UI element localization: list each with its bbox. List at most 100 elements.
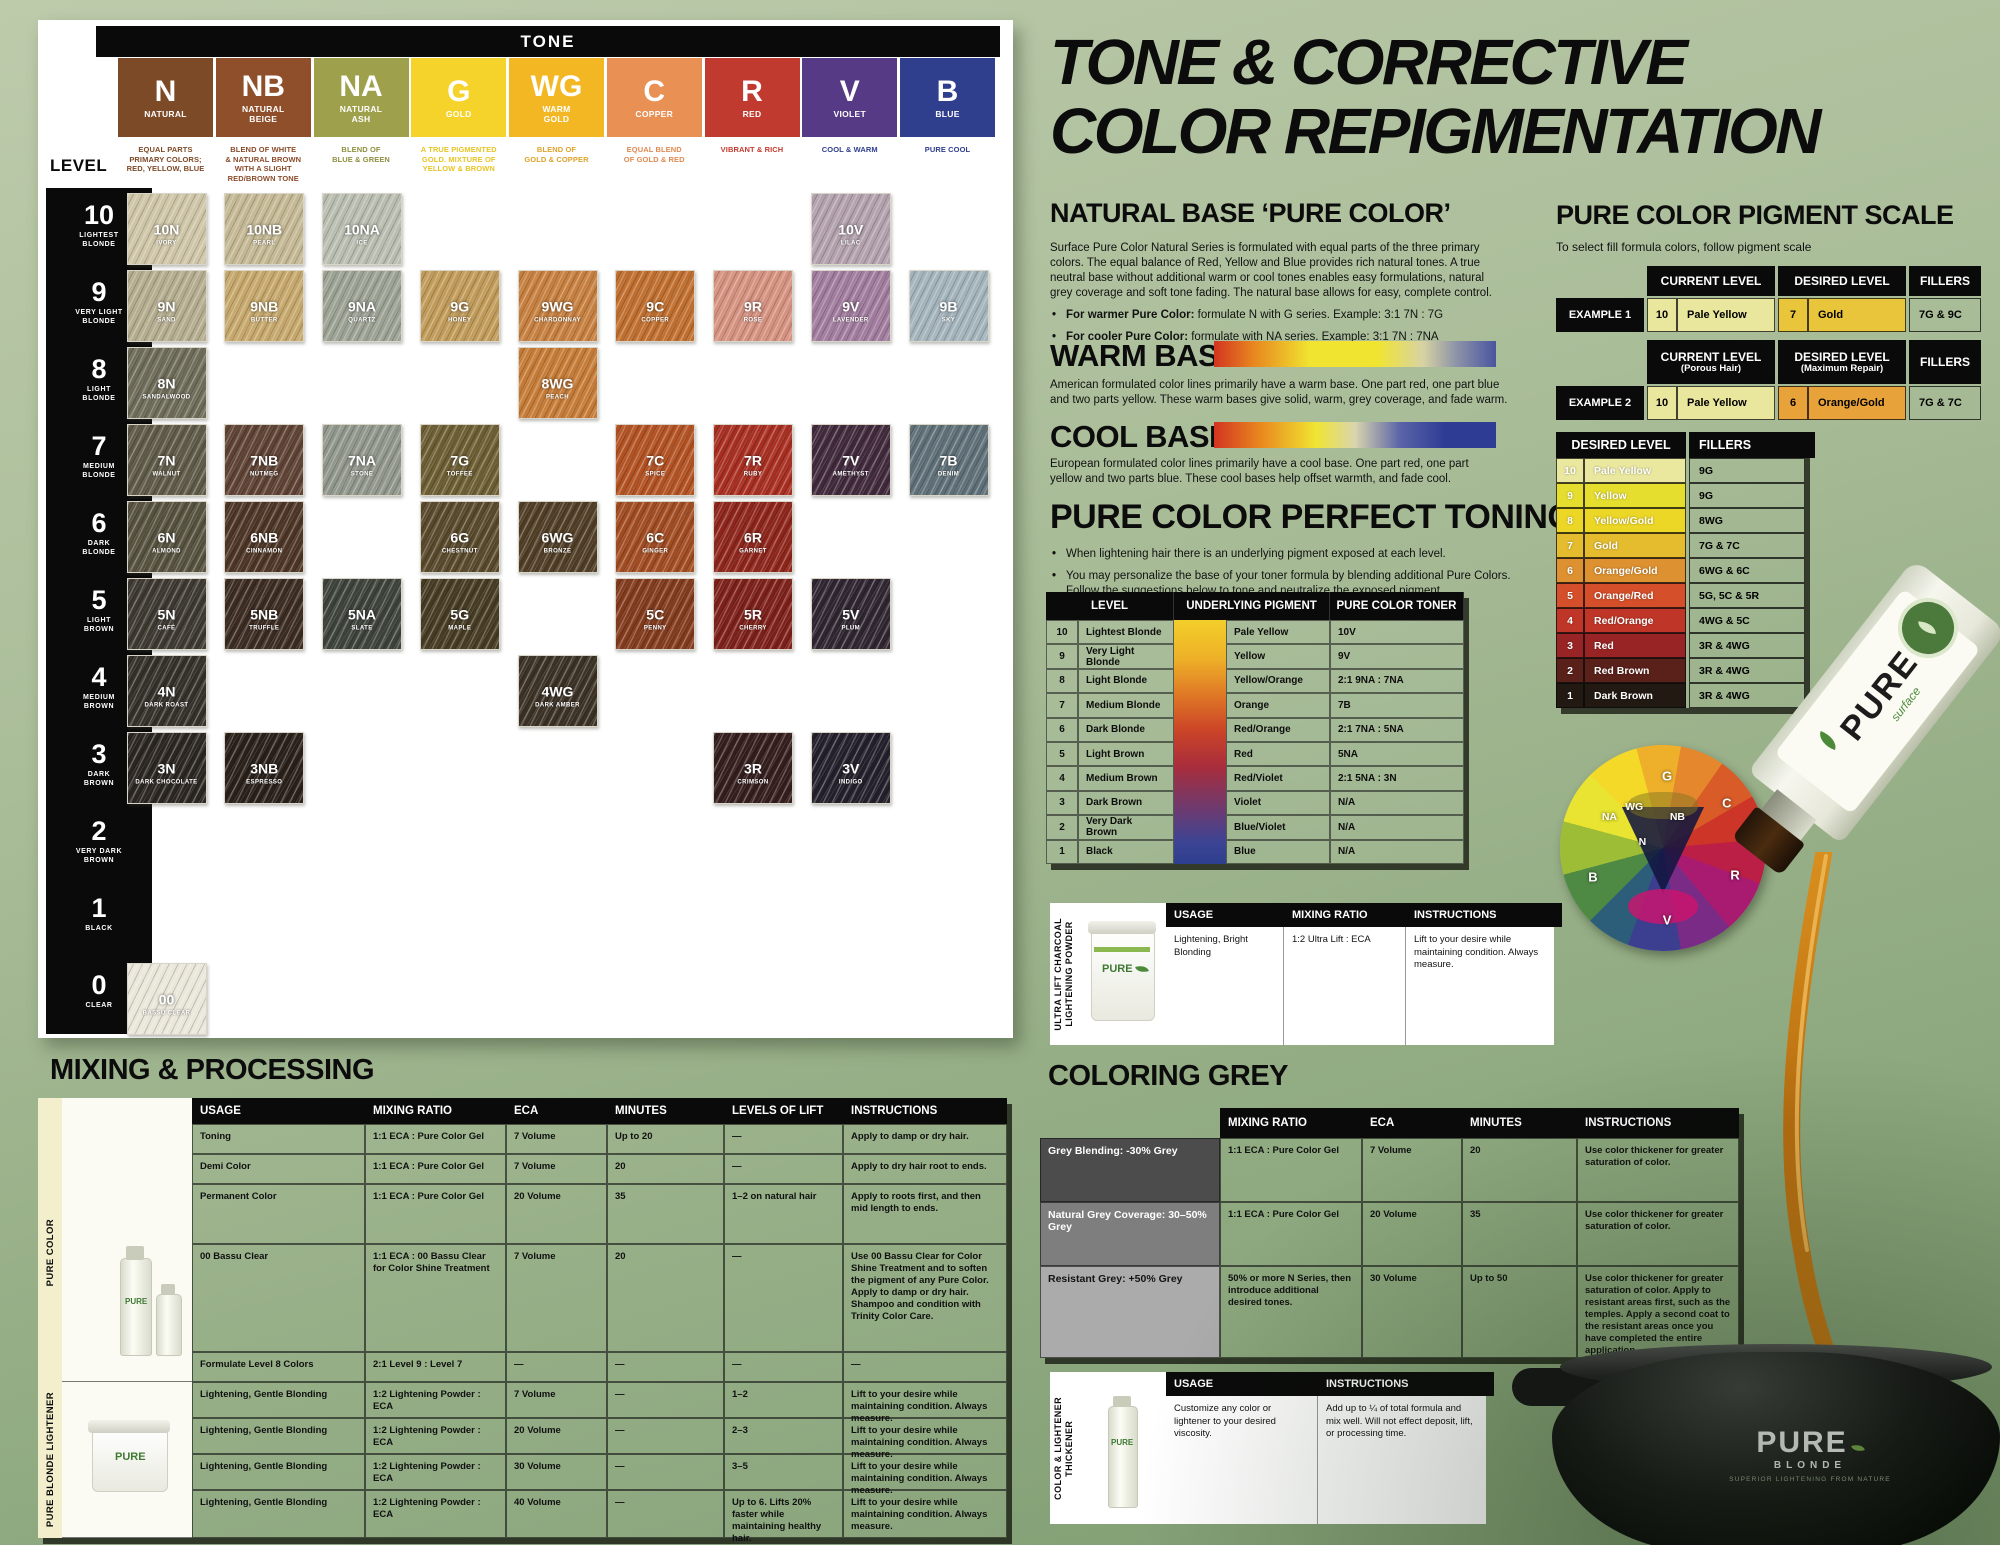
example-desired-header: DESIRED LEVEL (1778, 266, 1906, 296)
fillers-row-value: 6WG & 6C (1689, 558, 1805, 583)
hair-swatch-10NB: 10NB PEARL (224, 193, 305, 265)
toning-row-1: 1 Black Blue N/A (1046, 839, 1464, 864)
swatch-code: 7G (450, 452, 470, 469)
swatch-name: NUTMEG (250, 471, 279, 478)
bottle-brand-small: PURE (125, 1297, 148, 1306)
level-name: BLACK (85, 925, 113, 932)
bowl-logo: PURE BLONDE SUPERIOR LIGHTENING FROM NAT… (1700, 1428, 1920, 1484)
level-name: LIGHTEST BLONDE (79, 232, 119, 248)
swatch-name: CHESTNUT (441, 548, 478, 555)
natural-base-heading: NATURAL BASE ‘PURE COLOR’ (1050, 198, 1451, 228)
hair-texture (420, 579, 499, 649)
tone-desc-NB: BLEND OF WHITE & NATURAL BROWN WITH A SL… (225, 145, 302, 183)
mixing-cell: 35 (607, 1184, 724, 1244)
swatch-name: DENIM (937, 471, 960, 478)
toning-cell: 3 (1046, 790, 1078, 816)
mixing-cell: — (724, 1154, 843, 1184)
level-row-9: 9 VERY LIGHT BLONDE (46, 269, 152, 346)
mixing-group-strip: PURE COLOR PURE BLONDE LIGHTENER (38, 1098, 62, 1538)
example-current-header: CURRENT LEVEL (1647, 266, 1775, 296)
pure-color-bottle-tall: PURE (120, 1258, 152, 1356)
mixing-cell: 1:2 Lightening Powder : ECA (365, 1382, 506, 1418)
hair-swatch-9R: 9R ROSE (713, 270, 793, 342)
tone-name-NA: NATURAL ASH (339, 103, 383, 124)
swatch-code: 3V (842, 760, 860, 777)
hair-swatch-9C: 9C COPPER (615, 270, 696, 342)
toning-cell: N/A (1330, 790, 1464, 816)
mixing-processing-table: PURE COLOR PURE BLONDE LIGHTENER PURE PURE U… (38, 1098, 1007, 1544)
hair-texture (127, 579, 206, 649)
example-desired-num: 6 (1778, 386, 1808, 420)
level-name: MEDIUM BLONDE (82, 463, 116, 479)
swatch-code: 5NB (250, 606, 279, 623)
level-row-8: 8 LIGHT BLONDE (46, 346, 152, 423)
hair-swatch-7N: 7N WALNUT (126, 424, 207, 496)
mixing-cell: Lightening, Gentle Blonding (192, 1454, 365, 1490)
swatch-code: 5G (450, 606, 470, 623)
level-row-7: 7 MEDIUM BLONDE (46, 423, 152, 500)
hair-texture (811, 579, 890, 649)
level-number: 2 (91, 816, 107, 846)
hair-swatch-4WG: 4WG DARK AMBER (517, 655, 598, 727)
level-number: 5 (91, 585, 107, 615)
swatch-code: 9C (646, 298, 665, 315)
perfect-toning-bullets: When lightening hair there is an underly… (1050, 540, 1520, 599)
tone-column-R: R RED (704, 58, 800, 137)
pure-color-bottle-small (156, 1294, 182, 1356)
mixing-cell: — (843, 1352, 1007, 1382)
mixing-cell: Lightening, Gentle Blonding (192, 1490, 365, 1538)
wheel-label-NB: NB (1669, 811, 1685, 824)
mixing-group-label-1: PURE BLONDE LIGHTENER (38, 1382, 62, 1538)
hair-swatch-5G: 5G MAPLE (419, 578, 500, 650)
mixing-cell: Up to 20 (607, 1124, 724, 1154)
tone-name-V: VIOLET (833, 108, 866, 119)
toning-cell: Red/Violet (1226, 766, 1330, 791)
tone-header-label: TONE (520, 31, 576, 51)
fillers-row-value: 4WG & 5C (1689, 608, 1805, 633)
thickener-block: COLOR & LIGHTENER THICKENER PURE USAGE Cu… (1050, 1372, 1494, 1524)
bowl-brand-text: PURE (1700, 1428, 1920, 1458)
swatch-code: 9B (939, 298, 958, 315)
warm-base-heading: WARM BASE (1050, 338, 1239, 373)
hair-texture (323, 271, 401, 341)
grey-row-label: Grey Blending: -30% Grey (1040, 1138, 1220, 1202)
mixing-cell: — (607, 1490, 724, 1538)
mixing-cell: Apply to damp or dry hair. (843, 1124, 1007, 1154)
swatch-code: 4WG (541, 683, 574, 700)
toning-table: LEVEL UNDERLYING PIGMENT PURE COLOR TONER 1… (1046, 592, 1464, 864)
mixing-header-1: MIXING RATIO (365, 1098, 506, 1124)
lightening-powder-tub-lid (1088, 921, 1156, 934)
hair-texture (811, 271, 890, 341)
hair-swatch-6WG: 6WG BRONZE (517, 501, 598, 573)
ultra-lift-cell-1: 1:2 Ultra Lift : ECA (1284, 927, 1406, 1045)
toning-cell: 5 (1046, 741, 1078, 767)
level-number: 10 (83, 200, 115, 230)
group-label-text: PURE BLONDE LIGHTENER (44, 1392, 56, 1528)
wheel-label-B: B (1588, 869, 1598, 885)
fillers-row-num: 3 (1556, 633, 1584, 658)
hair-swatch-5NA: 5NA SLATE (322, 578, 402, 650)
hair-texture (127, 194, 206, 264)
mixing-header-3: MINUTES (607, 1098, 724, 1124)
header-main: DESIRED LEVEL (1794, 274, 1890, 288)
hair-swatch-7V: 7V AMETHYST (810, 424, 891, 496)
tone-name-WG: WARM GOLD (542, 103, 571, 124)
grey-cell: 30 Volume (1362, 1266, 1462, 1358)
hair-texture (127, 964, 206, 1034)
warm-base-body: American formulated color lines primaril… (1050, 379, 1508, 406)
swatch-code: 5N (157, 606, 176, 623)
example-current-text: Pale Yellow (1677, 298, 1775, 332)
fillers-row-name: Yellow (1584, 483, 1686, 508)
toning-cell: 1 (1046, 839, 1078, 864)
swatch-code: 9NA (347, 298, 376, 315)
ultra-lift-block: ULTRA LIFT CHARCOAL LIGHTENING POWDER PU… (1050, 903, 1562, 1045)
tone-name-B: BLUE (935, 108, 960, 119)
swatch-name: ESPRESSO (246, 779, 283, 786)
swatch-name: GINGER (642, 548, 669, 555)
group-divider (62, 1381, 192, 1382)
toning-cell: 2 (1046, 815, 1078, 840)
hair-swatch-3N: 3N DARK CHOCOLATE (126, 732, 207, 804)
toning-row-2: 2 Very Dark Brown Blue/Violet N/A (1046, 815, 1464, 840)
swatch-code: 9R (744, 298, 762, 315)
hair-swatch-3NB: 3NB ESPRESSO (224, 732, 305, 804)
